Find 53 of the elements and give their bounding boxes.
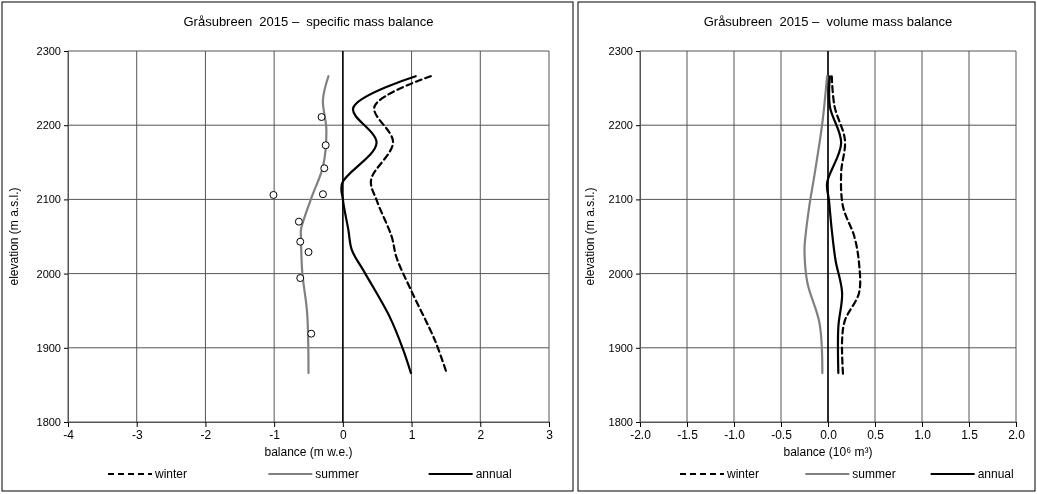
line-series (369, 75, 448, 375)
point (294, 217, 303, 226)
point (296, 274, 305, 283)
chart-title: Gråsubreen 2015 – specific mass balance (183, 14, 434, 29)
x-tick-label: 1.5 (961, 427, 979, 442)
point (317, 113, 326, 122)
x-tick-label: 0 (340, 427, 348, 442)
y-tick-label: 2000 (608, 267, 633, 280)
y-tick-label: 2200 (36, 119, 61, 132)
legend-label: annual (977, 467, 1014, 481)
x-tick-label: -0.5 (771, 427, 793, 442)
x-tick-label: 0.0 (820, 427, 838, 442)
point (320, 164, 329, 173)
x-tick-label: 3 (546, 427, 554, 442)
y-tick-label: 1900 (608, 341, 633, 354)
y-tick-label: 1800 (608, 416, 633, 429)
x-tick-label: -2.0 (630, 427, 652, 442)
legend-label: winter (726, 467, 760, 481)
x-tick-label: -4 (63, 427, 75, 442)
point (307, 329, 316, 338)
x-tick-label: 2.0 (1008, 427, 1026, 442)
point (321, 141, 330, 150)
x-tick-label: -3 (131, 427, 143, 442)
x-tick-label: 1 (408, 427, 416, 442)
x-tick-label: -1 (269, 427, 281, 442)
y-tick-label: 2200 (608, 119, 633, 132)
x-tick-label: 0.5 (867, 427, 885, 442)
y-tick-label: 1900 (36, 341, 61, 354)
point (304, 248, 313, 257)
point (296, 237, 305, 246)
x-axis-title: balance (10⁶ m³) (783, 445, 873, 459)
line-series (803, 75, 829, 375)
x-tick-label: 1.0 (914, 427, 932, 442)
legend-label: winter (154, 467, 188, 481)
y-tick-label: 2100 (608, 193, 633, 206)
point (269, 190, 278, 199)
x-tick-label: -2 (200, 427, 212, 442)
y-axis-title: elevation (m a.s.l.) (583, 187, 597, 286)
chart-title: Gråsubreen 2015 – volume mass balance (703, 14, 953, 29)
y-tick-label: 2100 (36, 193, 61, 206)
x-tick-label: 2 (477, 427, 485, 442)
x-tick-label: -1.0 (724, 427, 746, 442)
y-tick-label: 2000 (36, 267, 61, 280)
x-tick-label: -1.5 (677, 427, 699, 442)
legend-label: annual (475, 467, 512, 481)
y-axis-title: elevation (m a.s.l.) (7, 187, 21, 286)
y-tick-label: 2300 (608, 45, 633, 58)
legend-label: summer (315, 467, 359, 481)
point (318, 190, 327, 199)
legend-label: summer (852, 467, 896, 481)
y-tick-label: 1800 (36, 416, 61, 429)
y-tick-label: 2300 (36, 45, 61, 58)
x-axis-title: balance (m w.e.) (264, 445, 353, 459)
